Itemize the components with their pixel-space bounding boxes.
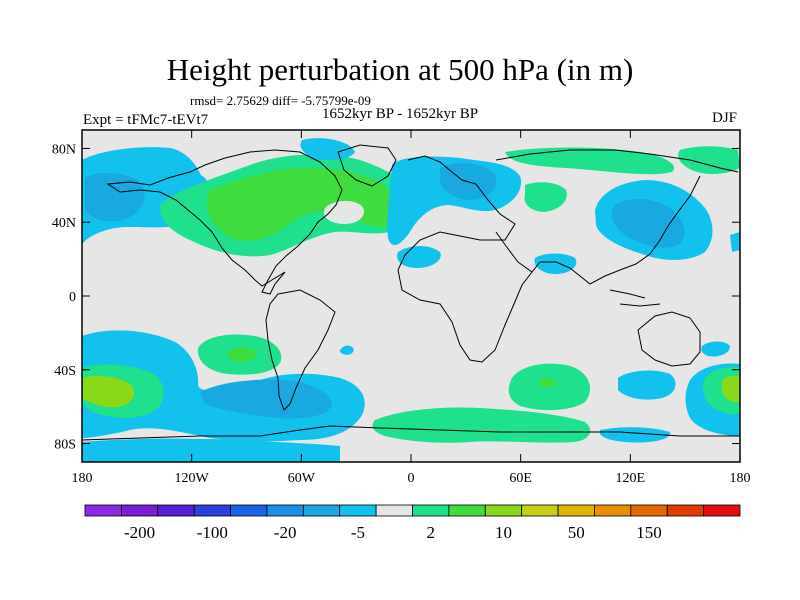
colorbar-swatch bbox=[484, 504, 523, 517]
mint-region bbox=[372, 407, 591, 443]
y-tick-label: 40S bbox=[54, 364, 76, 379]
colorbar-swatch bbox=[666, 504, 705, 517]
colorbar-swatch bbox=[557, 504, 595, 517]
rmsd-diff-stats: rmsd= 2.75629 diff= -5.75799e-09 bbox=[190, 93, 371, 108]
green-region bbox=[206, 168, 401, 241]
asia-coast bbox=[495, 149, 739, 285]
green-region bbox=[540, 377, 556, 388]
colorbar-swatch bbox=[157, 504, 195, 517]
time-period: 1652kyr BP - 1652kyr BP bbox=[322, 106, 479, 122]
x-tick-label: 60E bbox=[509, 471, 532, 486]
australia-coast bbox=[637, 311, 701, 367]
y-tick-label: 0 bbox=[69, 290, 76, 305]
mint-region bbox=[678, 146, 740, 174]
green-region bbox=[227, 347, 257, 362]
yellowgreen-region bbox=[82, 376, 135, 408]
colorbar-swatch bbox=[412, 504, 450, 517]
europe-africa-coast bbox=[397, 155, 533, 363]
colorbar-swatch bbox=[448, 504, 486, 517]
colorbar-label: -200 bbox=[124, 523, 155, 542]
colorbar-label: -20 bbox=[274, 523, 297, 542]
colorbar-swatch bbox=[594, 504, 632, 517]
colorbar-label: -100 bbox=[197, 523, 228, 542]
cyan-region bbox=[599, 427, 671, 443]
experiment-label: Expt = tFMc7-tEVt7 bbox=[83, 112, 209, 128]
cyan-region bbox=[701, 341, 730, 357]
x-tick-label: 180 bbox=[72, 471, 93, 486]
colorbar-swatch bbox=[84, 504, 122, 517]
x-tick-label: 60W bbox=[288, 471, 316, 486]
x-tick-label: 120E bbox=[616, 471, 646, 486]
colorbar-swatch bbox=[302, 504, 341, 517]
mint-region bbox=[524, 182, 567, 212]
cyan-region bbox=[730, 232, 740, 252]
colorbar-swatch bbox=[703, 504, 741, 517]
antarctica-coast bbox=[82, 425, 740, 441]
blue-region bbox=[200, 379, 332, 419]
contour-fields bbox=[82, 138, 740, 462]
colorbar-label: 150 bbox=[636, 523, 662, 542]
y-tick-label: 80N bbox=[52, 142, 76, 157]
north-america-coast bbox=[106, 149, 343, 295]
colorbar-swatch bbox=[375, 504, 413, 517]
coastlines bbox=[82, 144, 740, 441]
indonesia-coast bbox=[609, 289, 661, 307]
x-tick-label: 0 bbox=[408, 471, 415, 486]
season-label: DJF bbox=[712, 110, 738, 126]
colorbar: -200 -100 -20 -5 2 10 50 150 bbox=[84, 504, 741, 542]
cyan-region bbox=[340, 345, 354, 355]
x-tick-label: 120W bbox=[175, 471, 210, 486]
colorbar-label: 10 bbox=[495, 523, 512, 542]
y-tick-label: 40N bbox=[52, 216, 76, 231]
chart-title: Height perturbation at 500 hPa (in m) bbox=[166, 52, 634, 87]
colorbar-label: -5 bbox=[351, 523, 365, 542]
contour-map bbox=[82, 130, 740, 462]
greenland-coast bbox=[337, 144, 397, 187]
cyan-region bbox=[618, 370, 676, 400]
colorbar-swatch bbox=[521, 504, 559, 517]
colorbar-swatch bbox=[120, 504, 159, 517]
cyan-region bbox=[534, 253, 577, 274]
colorbar-swatch bbox=[339, 504, 377, 517]
blue-region bbox=[85, 172, 145, 222]
yellowgreen-region bbox=[722, 375, 740, 403]
x-tick-label: 180 bbox=[730, 471, 751, 486]
mint-region bbox=[505, 147, 675, 175]
colorbar-label: 2 bbox=[426, 523, 435, 542]
colorbar-swatch bbox=[230, 504, 268, 517]
colorbar-swatch bbox=[266, 504, 304, 517]
blue-region bbox=[611, 198, 685, 248]
cyan-region bbox=[82, 438, 340, 462]
colorbar-swatch bbox=[630, 504, 668, 517]
y-axis: 80N 40N 0 40S 80S bbox=[52, 142, 740, 453]
south-america-coast bbox=[265, 289, 336, 411]
x-axis: 180 120W 60W 0 60E 120E 180 bbox=[72, 130, 751, 486]
y-tick-label: 80S bbox=[54, 438, 76, 453]
cyan-region bbox=[300, 138, 355, 160]
colorbar-label: 50 bbox=[568, 523, 585, 542]
colorbar-swatch bbox=[193, 504, 231, 517]
